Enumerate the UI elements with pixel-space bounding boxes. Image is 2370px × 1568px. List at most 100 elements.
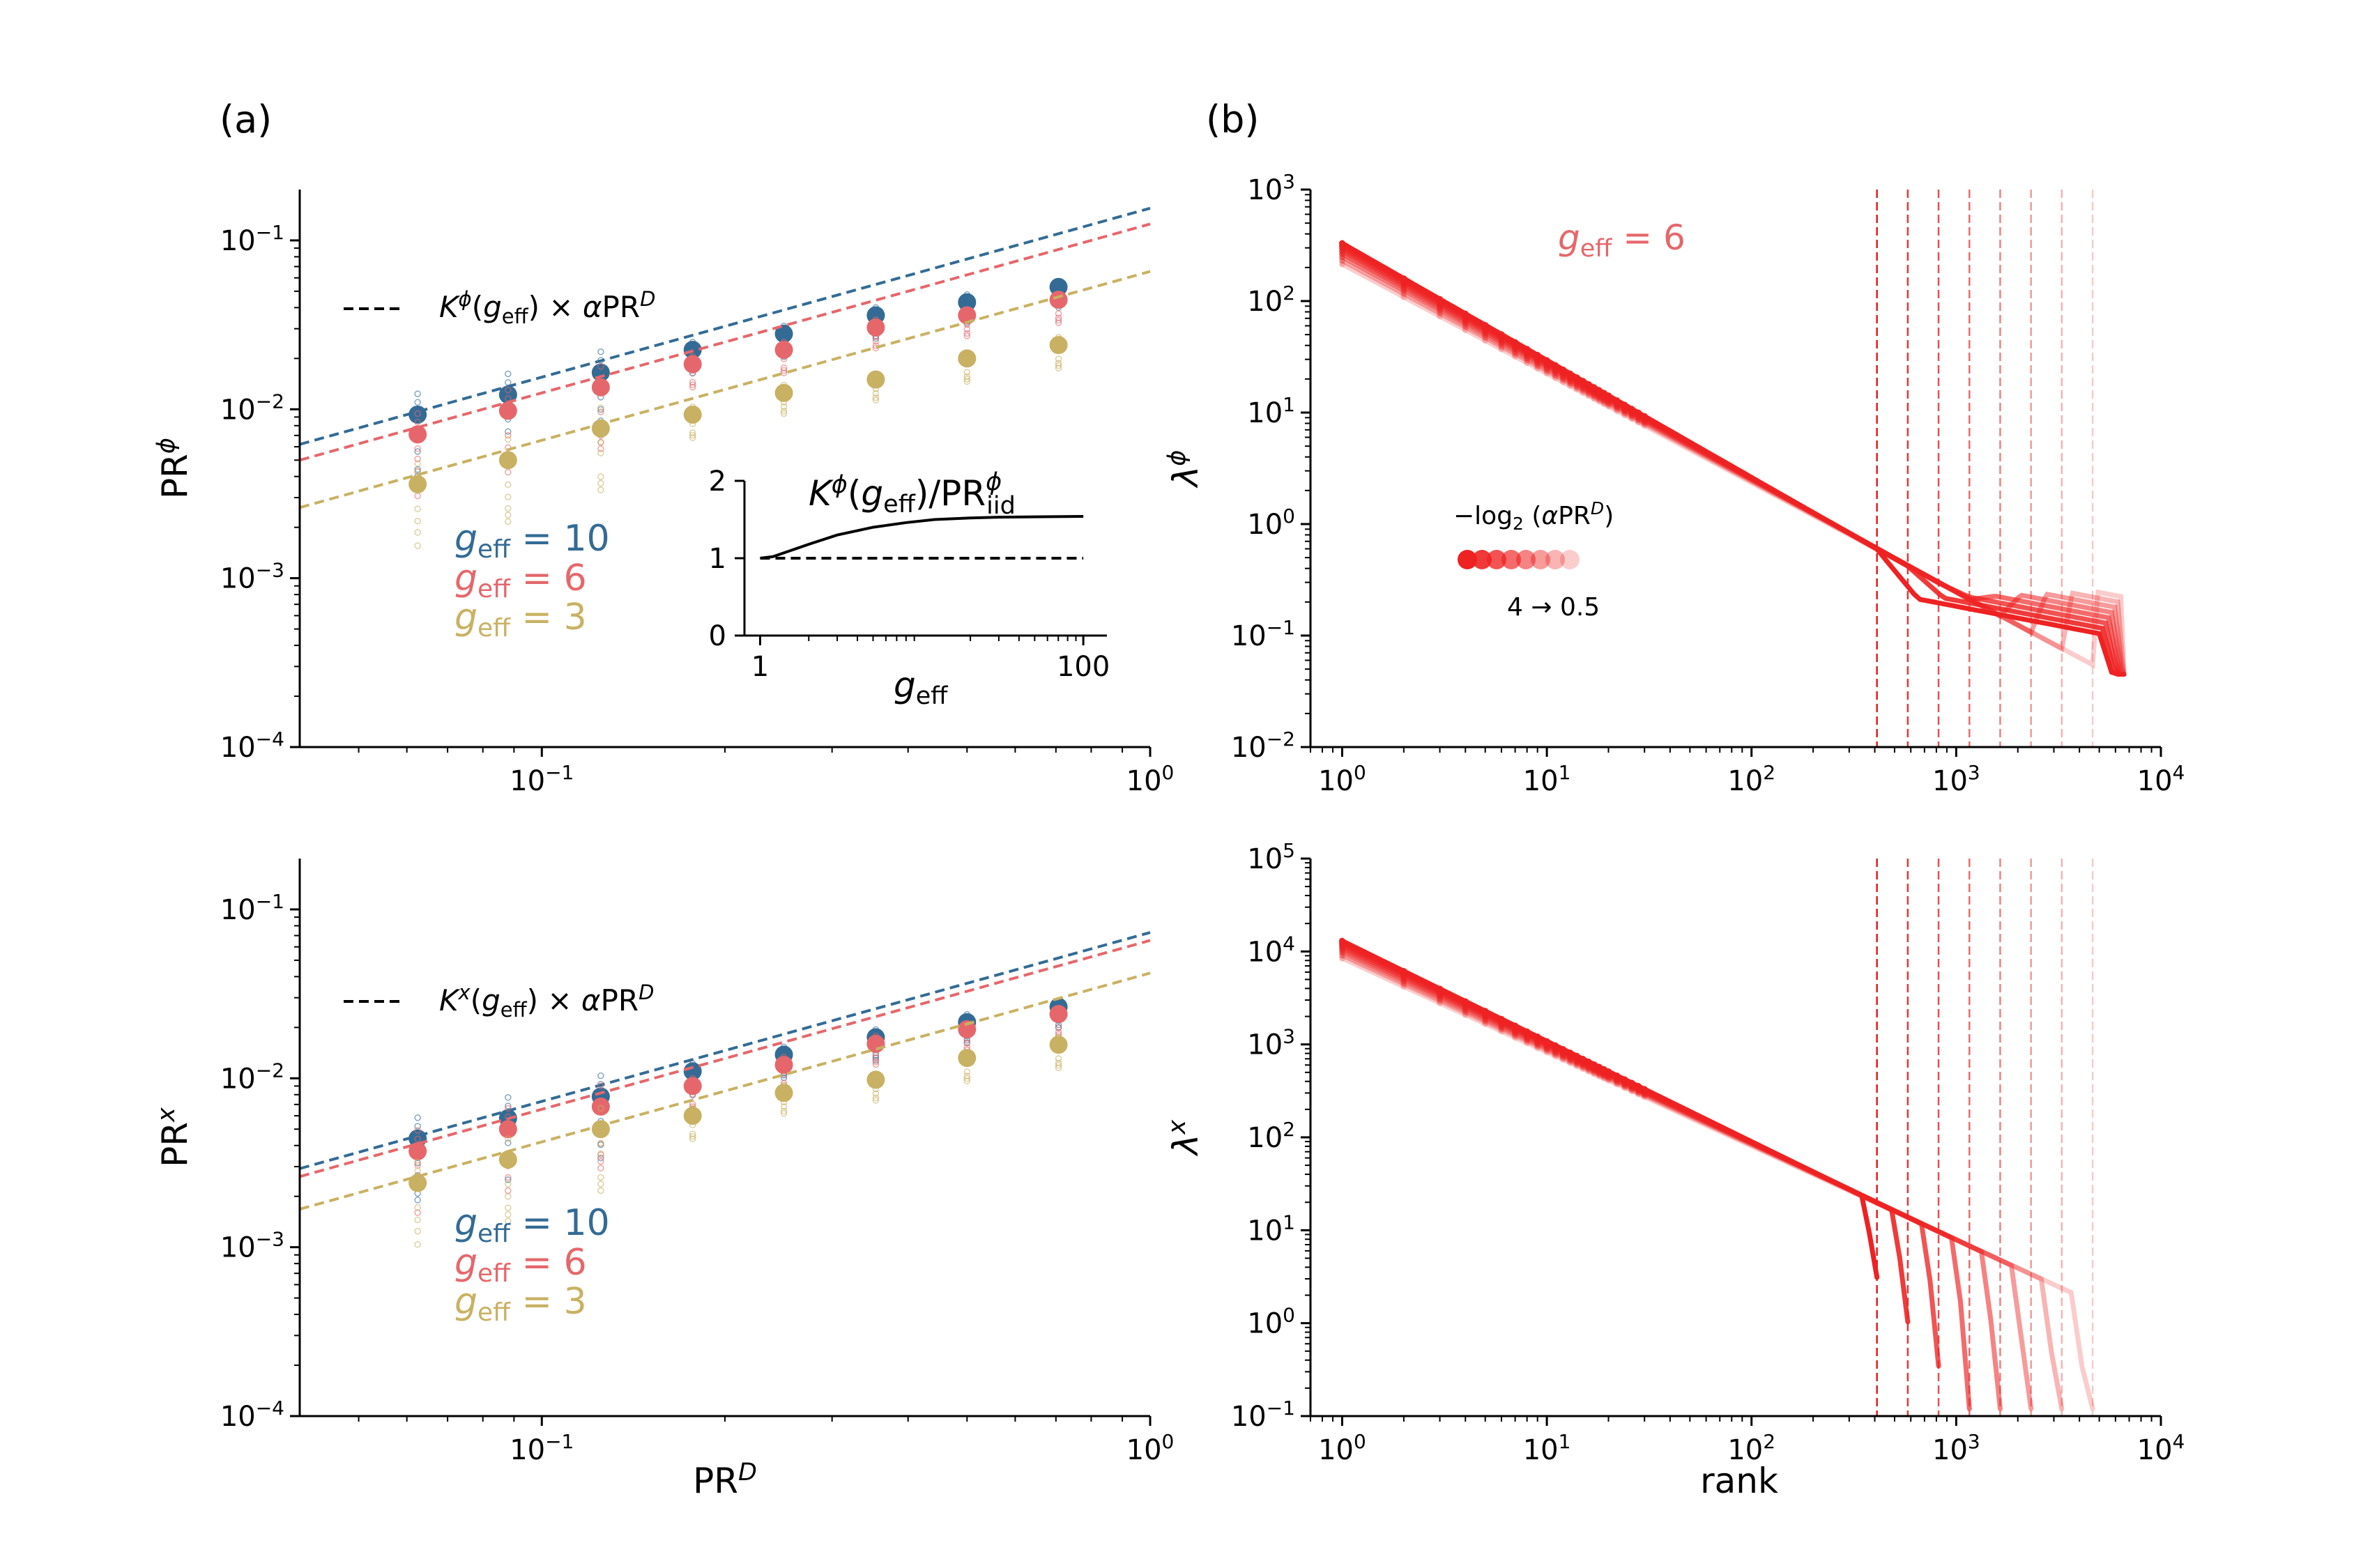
y-tick-label: 102 xyxy=(1247,1118,1295,1154)
panel-label-a: (a) xyxy=(220,98,272,141)
sample-point xyxy=(414,1216,421,1224)
inset-y-tick-label: 2 xyxy=(709,466,726,498)
sample-point xyxy=(414,518,421,525)
sample-point xyxy=(505,1094,512,1101)
geff-legend-6-bottom: geff = 6 xyxy=(454,1242,587,1288)
mean-point xyxy=(498,401,517,420)
y-tick-label: 105 xyxy=(1247,839,1295,875)
fit-legend-label-x: Kx(geff) × αPRD xyxy=(439,981,654,1022)
colorbar-dot xyxy=(1487,550,1506,569)
spectrum-point xyxy=(1534,365,1541,372)
sample-point xyxy=(414,542,421,549)
sample-point xyxy=(872,1054,880,1061)
fit-line xyxy=(299,270,1151,509)
spectrum-point xyxy=(1580,1065,1587,1072)
x-tick-label: 104 xyxy=(2137,1430,2185,1466)
sample-point xyxy=(1055,1024,1062,1031)
sample-point xyxy=(597,473,604,480)
fit-line xyxy=(299,971,1151,1210)
spectrum-point xyxy=(1400,293,1407,300)
spectrum-point xyxy=(1338,257,1345,264)
mean-point xyxy=(774,324,793,343)
sample-point xyxy=(597,406,604,413)
sample-point xyxy=(872,1061,880,1068)
mean-point xyxy=(498,385,517,404)
sample-point xyxy=(597,1158,604,1165)
spectrum-point xyxy=(1567,383,1574,390)
y-tick-label: 103 xyxy=(1247,1025,1295,1061)
sample-point xyxy=(689,381,696,388)
x-tick-label: 103 xyxy=(1932,1430,1980,1466)
spectrum-point xyxy=(1498,346,1505,353)
spectrum-point xyxy=(1635,419,1642,426)
sample-point xyxy=(1055,360,1062,367)
panel-a-bottom-marks xyxy=(299,931,1151,1248)
y-tick-label: 102 xyxy=(1247,282,1295,318)
sample-point xyxy=(505,1176,512,1183)
sample-point xyxy=(414,445,421,452)
spectrum-point xyxy=(1573,1062,1580,1069)
spectrum-point xyxy=(1498,1028,1505,1035)
inset-marks xyxy=(760,515,1084,560)
sample-point xyxy=(597,1072,604,1079)
panel-b-top: 100 101 102 103 104 10−2 10−1 100 101 102 103 λϕ g… xyxy=(1163,170,2185,797)
sample-point xyxy=(963,378,971,385)
sample-point xyxy=(597,408,604,415)
sample-point xyxy=(597,1174,604,1181)
spectrum-curve xyxy=(1340,955,2095,1411)
spectrum-point xyxy=(1596,387,1603,394)
sample-point xyxy=(689,1130,696,1137)
sample-point xyxy=(597,1181,604,1187)
spectrum-point xyxy=(1482,1020,1489,1027)
colorbar-range: 4 → 0.5 xyxy=(1507,593,1600,622)
spectrum-point xyxy=(1591,384,1598,391)
spectrum-point xyxy=(1437,309,1444,316)
sample-point xyxy=(689,429,696,436)
sample-point xyxy=(414,390,421,397)
annotation-geff-6: geff = 6 xyxy=(1558,217,1685,263)
sample-point xyxy=(597,1150,604,1158)
mean-point xyxy=(958,1020,977,1039)
inset-y-tick-label: 1 xyxy=(709,543,726,575)
sample-point xyxy=(689,1132,696,1140)
spectrum-point xyxy=(1621,401,1628,408)
sample-point xyxy=(872,1059,880,1066)
spectrum-point xyxy=(1567,1059,1574,1066)
sample-point xyxy=(505,1105,512,1112)
sample-point xyxy=(505,1135,512,1142)
sample-point xyxy=(1055,362,1062,369)
spectrum-point xyxy=(1524,1028,1531,1035)
spectrum-point xyxy=(1628,1079,1635,1086)
panel-b-bottom: 100 101 102 103 104 10−1 100 101 102 103 104 105 λx… xyxy=(1163,839,2185,1501)
sample-point xyxy=(414,399,421,406)
mean-point xyxy=(498,1120,517,1139)
mean-point xyxy=(683,1077,702,1096)
sample-point xyxy=(414,1135,421,1143)
spectrum-point xyxy=(1552,374,1559,381)
spectrum-point xyxy=(1462,998,1469,1005)
mean-point xyxy=(591,378,610,397)
mean-point xyxy=(591,1097,610,1116)
y-tick-label: 104 xyxy=(1247,932,1295,968)
panel-b-top-ticks: 100 101 102 103 104 10−2 10−1 100 101 102 103 xyxy=(1231,170,2185,797)
sample-point xyxy=(1055,364,1062,371)
fit-line xyxy=(299,206,1151,446)
y-tick-label: 10−3 xyxy=(220,559,284,595)
spectrum-point xyxy=(1552,1052,1559,1059)
sample-point xyxy=(414,1123,421,1130)
spectrum-point xyxy=(1543,1038,1550,1045)
sample-point xyxy=(414,410,421,417)
sample-point xyxy=(1055,1029,1062,1036)
spectrum-point xyxy=(1524,1040,1531,1047)
spectrum-point xyxy=(1338,937,1345,944)
mean-point xyxy=(408,405,427,424)
sample-point xyxy=(963,369,971,376)
spectrum-point xyxy=(1543,1049,1550,1056)
spectrum-point xyxy=(1641,413,1648,420)
spectrum-point xyxy=(1614,1072,1621,1079)
fit-line xyxy=(299,939,1151,1178)
x-tick-label: 102 xyxy=(1727,761,1775,797)
mean-point xyxy=(866,1070,885,1089)
spectrum-point xyxy=(1614,407,1621,414)
spectrum-point xyxy=(1512,339,1519,346)
